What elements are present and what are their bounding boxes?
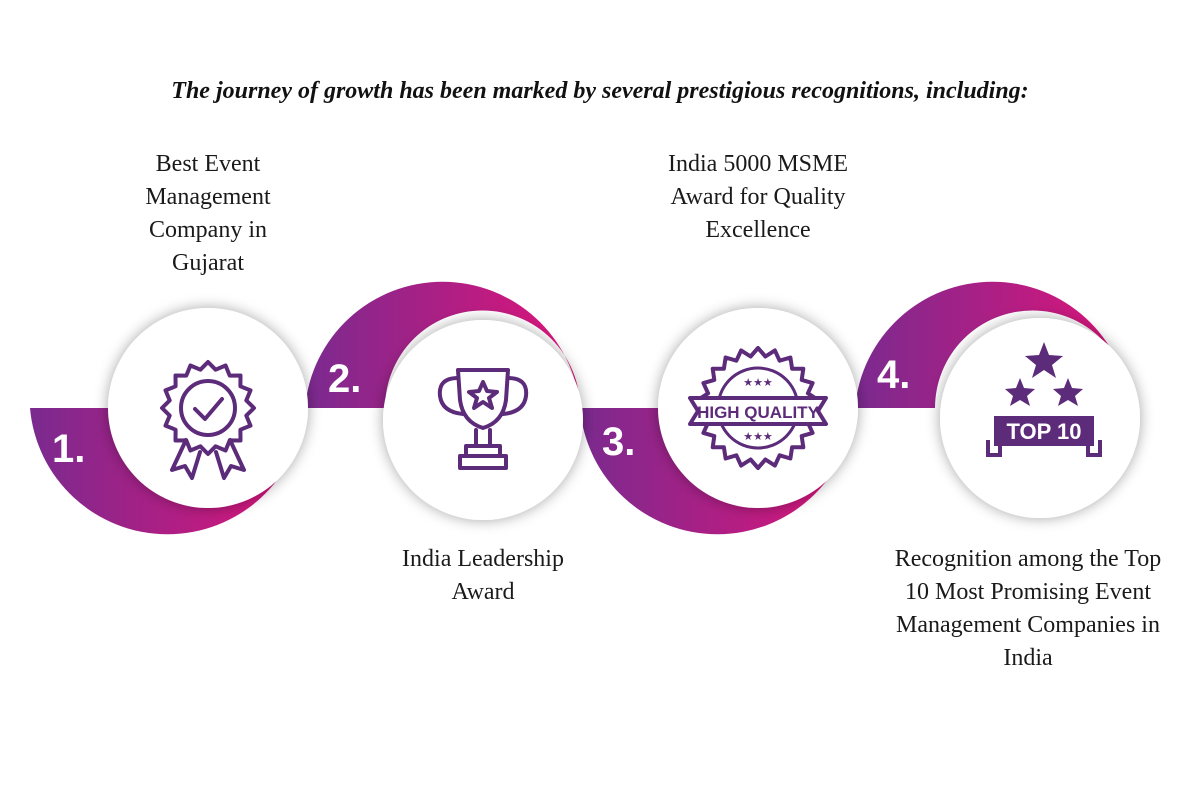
step-1-label: Best Event Management Company in Gujarat	[145, 151, 271, 276]
high-quality-badge-text: HIGH QUALITY	[697, 403, 819, 422]
step-3-number: 3.	[602, 420, 635, 464]
top10-stars-icon: TOP 10	[986, 342, 1102, 457]
ring-segment-2	[305, 281, 580, 408]
step-1-circle	[108, 308, 308, 508]
step-2-label: India Leadership Award	[402, 546, 564, 605]
step-1-number: 1.	[52, 427, 85, 471]
ring-segment-4	[855, 281, 1130, 408]
step-2-circle	[383, 320, 583, 520]
step-4-number: 4.	[877, 353, 910, 397]
trophy-icon	[437, 368, 529, 470]
rosette-check-icon	[160, 360, 256, 480]
svg-text:★★★: ★★★	[743, 376, 773, 389]
step-2-number: 2.	[328, 357, 361, 401]
headline: The journey of growth has been marked by…	[171, 78, 1029, 104]
high-quality-badge-icon: ★★★ ★★★ HIGH QUALITY	[688, 346, 828, 470]
svg-text:★★★: ★★★	[743, 430, 773, 443]
step-4-label: Recognition among the Top 10 Most Promis…	[894, 546, 1162, 671]
step-3-label: India 5000 MSME Award for Quality Excell…	[668, 151, 848, 243]
top10-badge-text: TOP 10	[1006, 419, 1081, 444]
